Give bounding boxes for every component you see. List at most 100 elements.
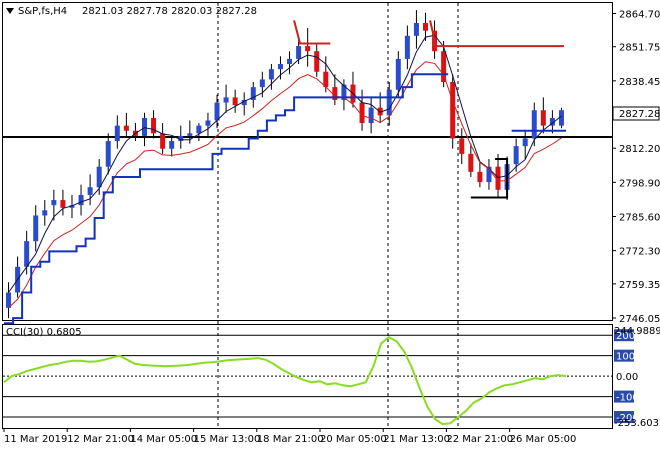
bull-candle: [96, 166, 102, 188]
trailing-stop-line: [4, 73, 449, 325]
price-tick-label: 2785.60: [619, 212, 660, 223]
bear-candle: [450, 81, 456, 139]
price-tick-label: 2864.70: [619, 9, 660, 20]
period-separators: [217, 3, 459, 428]
current-price-tag: [612, 106, 660, 121]
bull-candle: [24, 241, 30, 267]
price-tick-label: 2812.20: [619, 144, 660, 155]
moving-average-fast: [8, 61, 562, 309]
cci-level-label: 100: [616, 352, 635, 363]
time-tick-label: 11 Mar 2019: [4, 434, 67, 445]
cci-level-tag: [614, 329, 634, 342]
cci-level-label: 0.00: [616, 372, 638, 383]
bull-candle: [558, 110, 564, 126]
bear-candle: [151, 117, 157, 134]
price-tick-label: 2746.05: [619, 314, 660, 325]
time-tick-label: 20 Mar 05:00: [320, 434, 387, 445]
bull-candle: [268, 69, 274, 80]
bear-candle: [495, 166, 501, 190]
cci-level-tag: [614, 411, 634, 424]
bull-candle: [522, 138, 528, 147]
bull-candle: [287, 58, 293, 65]
bull-candle: [178, 135, 184, 142]
bull-candle: [341, 84, 347, 100]
candles-layer: [6, 10, 564, 319]
triangle-down-icon[interactable]: [6, 8, 14, 14]
bear-candle: [314, 51, 320, 72]
cci-line: [3, 336, 567, 426]
ohlc-readout: 2821.03 2827.78 2820.03 2827.28: [82, 6, 257, 17]
pivot-line: [293, 20, 331, 45]
bear-candle: [305, 46, 311, 52]
bull-candle: [196, 125, 202, 134]
price-tick-label: 2759.35: [619, 280, 660, 291]
price-axis: 2864.702851.752838.452825.502812.202798.…: [612, 9, 660, 325]
bull-candle: [187, 133, 193, 136]
bear-candle: [441, 51, 447, 82]
bull-candle: [277, 64, 283, 70]
moving-average-slow: [8, 34, 562, 293]
cci-level-tag: [614, 349, 634, 362]
bear-candle: [477, 171, 483, 183]
time-tick-label: 22 Mar 21:00: [446, 434, 513, 445]
bear-candle: [359, 102, 365, 124]
cci-label: CCI(30) 0.6805: [6, 327, 82, 338]
bull-candle: [513, 146, 519, 165]
bear-candle: [60, 200, 66, 208]
bull-candle: [42, 210, 48, 216]
cci-level-label: -100: [616, 393, 639, 404]
bull-candle: [486, 166, 492, 183]
bear-candle: [332, 87, 338, 100]
range-box: [470, 157, 509, 199]
bear-candle: [423, 22, 428, 31]
bull-candle: [368, 107, 374, 124]
bull-candle: [386, 89, 392, 116]
price-tick-label: 2838.45: [619, 77, 660, 88]
bull-candle: [142, 117, 147, 136]
bull-candle: [87, 187, 93, 195]
bull-candle: [549, 117, 555, 126]
bull-candle: [413, 22, 419, 36]
time-tick-label: 14 Mar 05:00: [130, 434, 197, 445]
bear-candle: [232, 97, 238, 106]
overlays-layer: [4, 20, 566, 325]
current-price-label: 2827.28: [619, 109, 660, 120]
cci-levels: 200 100 0.00 -100 -200: [3, 329, 639, 424]
time-tick-label: 18 Mar 21:00: [257, 434, 324, 445]
bear-candle: [323, 71, 329, 88]
bull-candle: [105, 141, 111, 167]
bull-candle: [241, 99, 247, 106]
bull-candle: [78, 194, 84, 206]
price-tick-label: 2798.90: [619, 178, 660, 189]
pivot-line: [429, 20, 564, 48]
time-tick-label: 12 Mar 21:00: [67, 434, 134, 445]
bull-candle: [51, 200, 57, 206]
bull-candle: [33, 215, 39, 242]
bull-candle: [6, 292, 12, 308]
bear-candle: [468, 153, 474, 172]
bull-candle: [531, 110, 537, 139]
bear-candle: [123, 125, 129, 131]
bear-candle: [160, 133, 166, 149]
bear-candle: [377, 107, 383, 116]
bull-candle: [69, 205, 75, 208]
time-tick-label: 26 Mar 05:00: [510, 434, 577, 445]
time-tick-label: 21 Mar 13:00: [383, 434, 450, 445]
bull-candle: [250, 87, 256, 100]
price-tick-label: 2851.75: [619, 43, 660, 54]
time-tick-label: 15 Mar 13:00: [194, 434, 261, 445]
cci-level-label: 200: [616, 331, 635, 342]
bull-candle: [259, 79, 265, 88]
bear-candle: [540, 110, 546, 126]
bull-candle: [404, 35, 410, 59]
bull-candle: [205, 120, 211, 126]
bull-candle: [214, 102, 220, 121]
bull-candle: [114, 125, 120, 142]
cci-top-value: 244.9889: [614, 326, 660, 337]
cci-level-tag: [614, 390, 634, 403]
bear-candle: [459, 138, 465, 154]
bull-candle: [223, 97, 229, 103]
